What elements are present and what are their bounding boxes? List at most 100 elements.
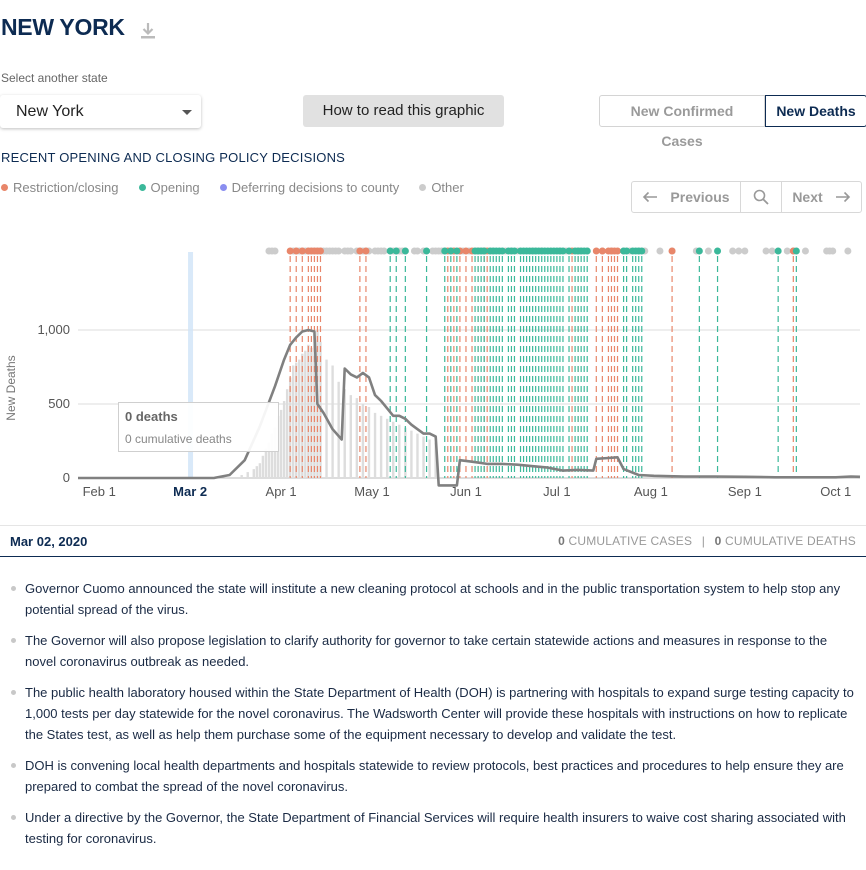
- policy-dot-opening: [386, 247, 394, 255]
- legend-label: Restriction/closing: [13, 180, 119, 195]
- state-select[interactable]: New York: [0, 95, 201, 128]
- policy-dot-other: [729, 247, 737, 255]
- bullet-icon: [11, 763, 16, 768]
- x-tick-label: Jun 1: [450, 484, 482, 499]
- note-text: Under a directive by the Governor, the S…: [25, 810, 846, 846]
- previous-label: Previous: [670, 189, 730, 205]
- x-tick-label: Apr 1: [266, 484, 297, 499]
- legend-item-other: Other: [419, 180, 464, 195]
- policy-dot-restriction: [356, 247, 364, 255]
- deaths-bar: [434, 442, 437, 478]
- deaths-bar: [270, 433, 274, 478]
- y-axis-label: New Deaths: [4, 355, 18, 420]
- next-button[interactable]: Next: [782, 182, 861, 212]
- note-item: The Governor will also propose legislati…: [8, 630, 858, 672]
- search-button[interactable]: [741, 182, 782, 212]
- deaths-bar: [261, 455, 265, 478]
- new-deaths-button[interactable]: New Deaths: [765, 95, 866, 127]
- legend-dot-icon: [219, 184, 227, 191]
- download-icon[interactable]: [140, 22, 156, 40]
- deaths-bar: [428, 439, 431, 478]
- policy-dot-restriction: [462, 247, 470, 255]
- policy-dot-other: [347, 247, 355, 255]
- deaths-bar: [298, 359, 301, 478]
- legend-item-restriction: Restriction/closing: [1, 180, 119, 195]
- deaths-bar: [410, 430, 413, 478]
- policy-legend: Restriction/closing Opening Deferring de…: [1, 180, 484, 195]
- legend-label: Opening: [150, 180, 200, 195]
- deaths-bar: [301, 353, 304, 478]
- policy-dot-opening: [714, 247, 722, 255]
- deaths-bar: [337, 381, 340, 478]
- deaths-bar: [404, 427, 407, 478]
- policy-dot-opening: [392, 247, 400, 255]
- policy-dot-opening: [695, 247, 703, 255]
- policy-dot-other: [335, 247, 343, 255]
- deaths-chart[interactable]: 1,000 500 0 New Deaths Feb 1 Mar 2 Apr 1 May 1 J…: [0, 230, 866, 510]
- new-confirmed-cases-button[interactable]: New Confirmed Cases: [599, 95, 765, 149]
- cumulative-cases-label: CUMULATIVE CASES: [568, 534, 693, 548]
- policy-dot-other: [844, 247, 852, 255]
- previous-button[interactable]: Previous: [632, 182, 741, 212]
- note-text: DOH is convening local health department…: [25, 758, 844, 794]
- how-to-read-button[interactable]: How to read this graphic: [303, 95, 504, 127]
- y-tick-label: 1,000: [37, 322, 70, 337]
- policy-dot-opening: [774, 247, 782, 255]
- deaths-bar: [279, 409, 283, 478]
- legend-label: Deferring decisions to county: [231, 180, 400, 195]
- policy-dot-restriction: [292, 247, 300, 255]
- policy-notes: Governor Cuomo announced the state will …: [8, 578, 858, 859]
- legend-item-opening: Opening: [138, 180, 200, 195]
- policy-dot-other: [413, 247, 421, 255]
- policy-dot-other: [829, 247, 837, 255]
- tooltip-subtitle: 0 cumulative deaths: [125, 432, 232, 446]
- deaths-bar: [258, 463, 262, 478]
- policy-dot-opening: [583, 247, 591, 255]
- bullet-icon: [11, 586, 16, 591]
- deaths-bar: [416, 433, 419, 478]
- cumulative-deaths-label: CUMULATIVE DEATHS: [725, 534, 856, 548]
- policy-dot-restriction: [362, 247, 370, 255]
- deaths-bar: [331, 365, 334, 478]
- policy-dot-other: [656, 247, 664, 255]
- metric-toggle: New Confirmed Cases New Deaths: [599, 95, 866, 149]
- deaths-bar: [392, 421, 395, 478]
- policy-dot-restriction: [668, 247, 676, 255]
- tooltip-title: 0 deaths: [125, 409, 178, 424]
- note-item: DOH is convening local health department…: [8, 755, 858, 797]
- deaths-bar: [282, 401, 286, 478]
- policy-dot-other: [801, 247, 809, 255]
- deaths-bar: [361, 404, 365, 478]
- x-tick-label: Mar 2: [173, 484, 207, 499]
- policy-dot-restriction: [592, 247, 600, 255]
- deaths-bar: [379, 415, 383, 478]
- policy-dot-opening: [401, 247, 409, 255]
- deaths-bar: [422, 436, 425, 478]
- policy-dot-opening: [453, 247, 461, 255]
- deaths-bar: [255, 466, 259, 478]
- legend-dot-icon: [138, 184, 146, 191]
- policy-dot-other: [762, 247, 770, 255]
- deaths-bar: [240, 475, 243, 478]
- x-tick-label: May 1: [354, 484, 389, 499]
- policy-dot-restriction: [298, 247, 306, 255]
- deaths-bar: [349, 395, 352, 478]
- note-text: The public health laboratory housed with…: [25, 685, 854, 742]
- bullet-icon: [11, 638, 16, 643]
- selected-date-band: [188, 252, 194, 478]
- policy-dot-opening: [480, 247, 488, 255]
- policy-dot-restriction: [598, 247, 606, 255]
- note-item: Governor Cuomo announced the state will …: [8, 578, 858, 620]
- policy-dot-opening: [447, 247, 455, 255]
- deaths-bar: [310, 347, 313, 478]
- policy-dot-opening: [792, 247, 800, 255]
- policy-dot-other: [271, 247, 279, 255]
- arrow-left-icon: [643, 191, 658, 203]
- policy-navigation: Previous Next: [631, 181, 862, 213]
- cumulative-stats: 0 CUMULATIVE CASES | 0 CUMULATIVE DEATHS: [558, 534, 856, 548]
- note-item: Under a directive by the Governor, the S…: [8, 807, 858, 849]
- policy-dot-opening: [565, 247, 573, 255]
- state-select-label: Select another state: [1, 71, 108, 85]
- policy-dot-other: [704, 247, 712, 255]
- deaths-bar: [385, 418, 389, 478]
